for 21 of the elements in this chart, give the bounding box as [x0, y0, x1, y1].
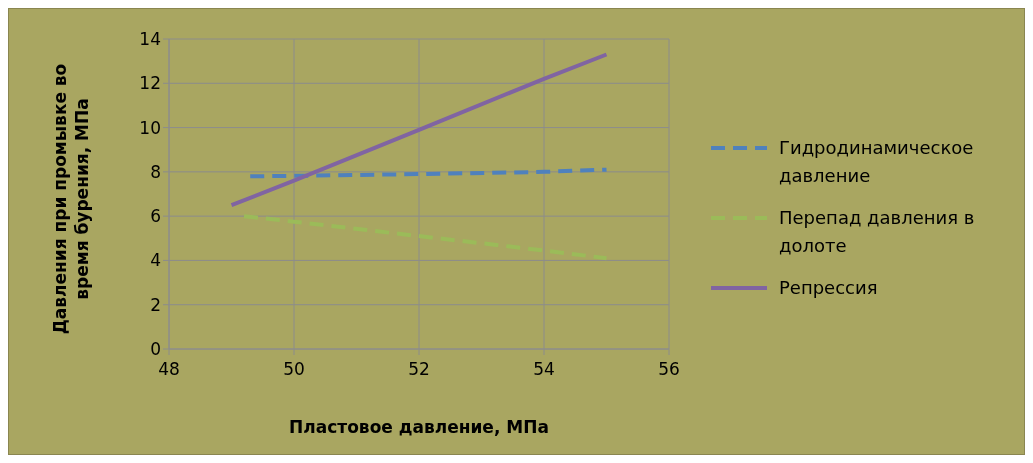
- y-tick-label: 0: [150, 339, 161, 360]
- y-tick-label: 4: [150, 250, 161, 271]
- y-tick-label: 2: [150, 294, 161, 315]
- x-tick-label: 50: [283, 359, 305, 380]
- x-tick-label: 54: [533, 359, 555, 380]
- y-tick-label: 8: [150, 161, 161, 182]
- line-series: [248, 167, 609, 179]
- legend-label: Репрессия: [779, 276, 879, 300]
- legend-label: Гидродинамическое давление: [779, 136, 975, 188]
- x-tick-label: 56: [658, 359, 680, 380]
- y-tick-label: 6: [150, 206, 161, 227]
- y-tick-label: 12: [139, 73, 161, 94]
- x-axis-title: Пластовое давление, МПа: [288, 417, 550, 437]
- y-axis-title: Давления при промывке во время бурения, МПа: [49, 62, 92, 337]
- line-series: [242, 214, 609, 261]
- x-tick-label: 52: [408, 359, 430, 380]
- line-series: [229, 52, 609, 208]
- legend-label: Перепад давления в долоте: [779, 206, 976, 258]
- y-tick-label: 10: [139, 117, 161, 138]
- x-tick-label: 48: [158, 359, 180, 380]
- y-tick-label: 14: [139, 29, 161, 50]
